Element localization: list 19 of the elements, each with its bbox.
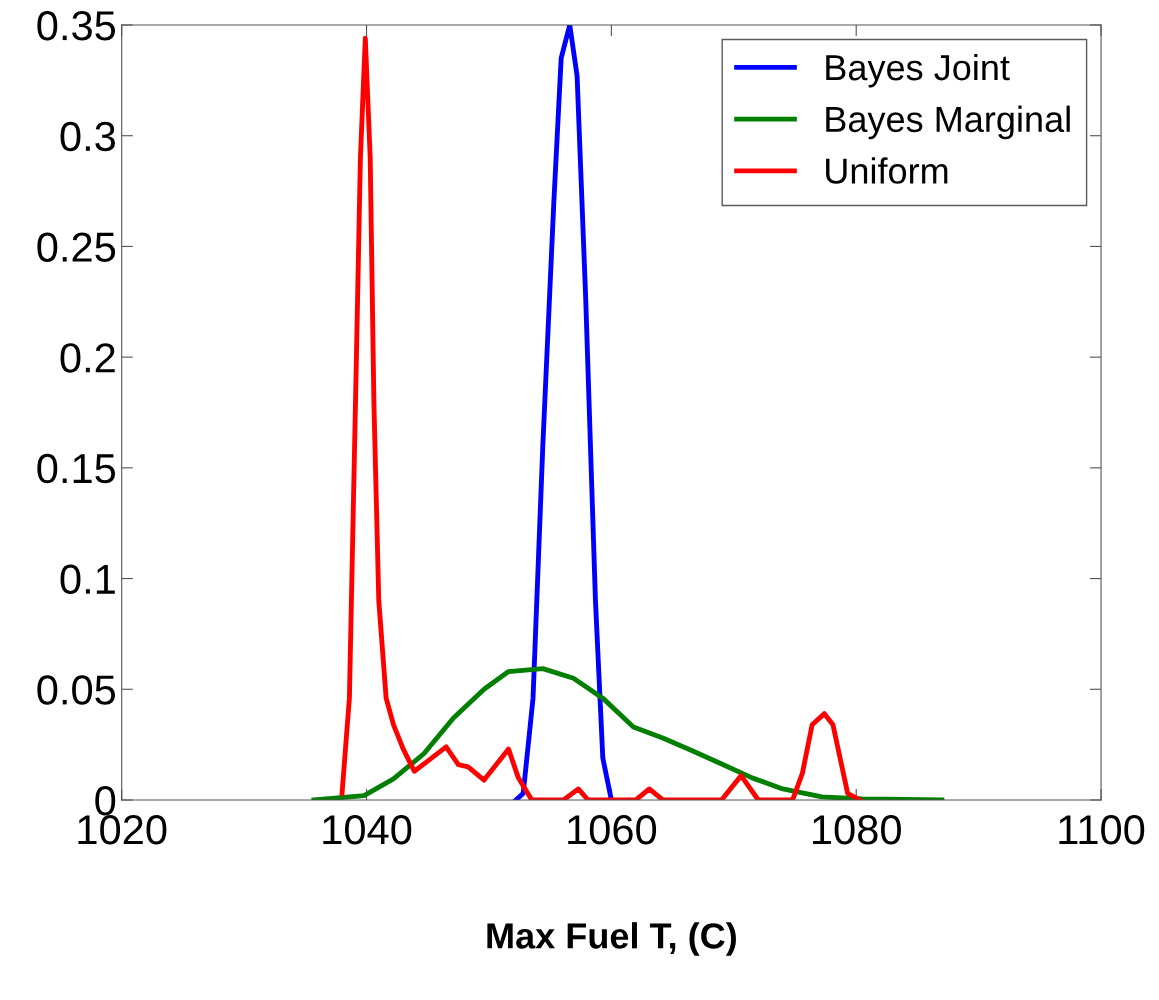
line-series: [311, 666, 945, 800]
y-tick-label: 0.15: [37, 453, 116, 484]
y-tick-label: 0: [95, 786, 116, 816]
y-tick-label: 0.05: [37, 675, 116, 705]
x-tick-label: 1080: [813, 814, 901, 845]
y-tick-label: 0.25: [37, 232, 116, 262]
y-tick-label: 0.2: [60, 343, 115, 373]
y-tick-label: 0.3: [60, 121, 116, 152]
legend-label: Bayes Marginal: [826, 105, 1070, 140]
y-tick-label: 0.1: [60, 564, 115, 595]
x-axis-title: Max Fuel T, (C): [487, 922, 736, 956]
x-tick-label: 1100: [1059, 814, 1145, 845]
legend-label: Bayes Joint: [826, 53, 1010, 88]
x-tick-label: 1060: [568, 814, 657, 845]
x-tick-label: 1020: [78, 814, 167, 845]
y-tick-label: 0.35: [37, 11, 116, 41]
line-series: [513, 25, 614, 800]
x-tick-label: 1040: [323, 814, 412, 845]
legend-label: Uniform: [826, 157, 948, 184]
